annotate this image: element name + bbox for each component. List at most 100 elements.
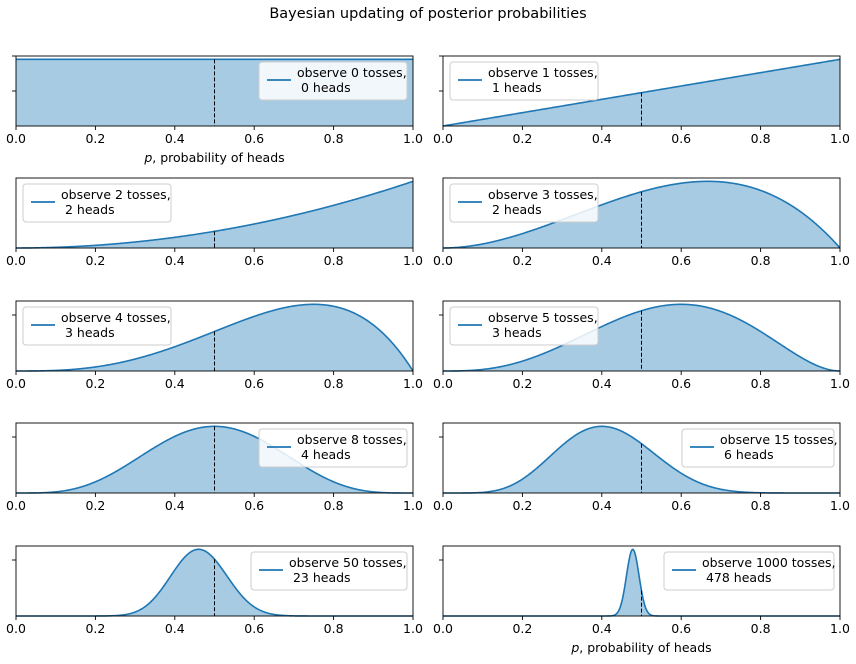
legend-label: 2 heads [488, 202, 542, 217]
x-tick-label: 0.8 [751, 498, 771, 513]
x-tick-label: 0.2 [85, 131, 105, 146]
legend: observe 50 tosses, 23 heads [250, 551, 408, 591]
x-tick-label: 0.8 [751, 621, 771, 636]
x-tick-label: 0.0 [433, 253, 453, 268]
x-axis-label: p, probability of heads [570, 640, 711, 655]
posterior-area [443, 549, 840, 616]
x-tick-label: 0.2 [85, 253, 105, 268]
x-tick-label: 0.2 [512, 131, 532, 146]
axes-frame [15, 545, 414, 617]
x-tick-label: 0.0 [433, 376, 453, 391]
subplot-grid: 0.0 0.2 0.4 0.6 0.8 1.0 p, probability of head… [6, 55, 850, 655]
legend-label: 4 heads [297, 447, 351, 462]
legend-label: observe 8 tosses, [297, 432, 407, 447]
axes-frame [15, 300, 414, 372]
legend-label: observe 1000 tosses, [702, 555, 836, 570]
x-tick-label: 0.2 [512, 498, 532, 513]
legend-label: 3 heads [488, 325, 542, 340]
x-tick-label: 0.4 [165, 131, 185, 146]
x-axis-label: p, probability of heads [143, 150, 284, 165]
legend-box [449, 61, 599, 101]
x-tick-label: 0.6 [244, 621, 264, 636]
x-tick-label: 0.6 [244, 131, 264, 146]
x-tick-label: 0.0 [6, 376, 26, 391]
x-tick-label: 0.0 [6, 621, 26, 636]
legend-box [250, 551, 408, 591]
legend-label: 23 heads [289, 570, 351, 585]
x-tick-label: 0.4 [165, 621, 185, 636]
legend: observe 1000 tosses, 478 heads [663, 551, 836, 591]
legend-label: 2 heads [61, 202, 115, 217]
x-tick-label: 0.4 [165, 498, 185, 513]
x-tick-label: 1.0 [830, 131, 850, 146]
legend-box [681, 428, 835, 468]
x-tick-label: 0.2 [85, 621, 105, 636]
axes-frame [15, 177, 414, 249]
x-tick-label: 0.8 [751, 131, 771, 146]
x-tick-label: 0.6 [671, 131, 691, 146]
posterior-area [16, 549, 413, 616]
x-tick-label: 0.6 [244, 376, 264, 391]
legend-label: observe 0 tosses, [297, 65, 407, 80]
subplot-2: 0.0 0.2 0.4 0.6 0.8 1.0 observe 1 tosses, 1 he… [433, 55, 850, 146]
axes-frame [442, 422, 841, 494]
x-tick-label: 0.2 [512, 621, 532, 636]
legend-box [449, 183, 599, 223]
axes-frame [15, 422, 414, 494]
x-tick-label: 0.6 [671, 621, 691, 636]
axes-frame [442, 300, 841, 372]
posterior-line [16, 180, 414, 249]
x-tick-label: 0.4 [165, 253, 185, 268]
x-tick-label: 0.8 [324, 376, 344, 391]
subplot-9: 0.0 0.2 0.4 0.6 0.8 1.0 observe 50 tosses, 23 … [6, 545, 423, 636]
subplot-10: 0.0 0.2 0.4 0.6 0.8 1.0 p, probability of head… [433, 545, 850, 655]
subplot-7: 0.0 0.2 0.4 0.6 0.8 1.0 observe 8 tosses, 4 he… [6, 422, 423, 513]
x-tick-label: 0.8 [324, 621, 344, 636]
x-tick-label: 0.4 [592, 498, 612, 513]
x-tick-label: 0.8 [751, 376, 771, 391]
legend: observe 1 tosses, 1 heads [449, 61, 599, 101]
legend-label: observe 5 tosses, [488, 310, 598, 325]
x-tick-label: 0.4 [592, 621, 612, 636]
legend-label: observe 15 tosses, [720, 432, 838, 447]
subplot-6: 0.0 0.2 0.4 0.6 0.8 1.0 observe 5 tosses, 3 he… [433, 300, 850, 391]
x-tick-label: 0.0 [6, 131, 26, 146]
legend: observe 0 tosses, 0 heads [258, 61, 408, 101]
legend: observe 8 tosses, 4 heads [258, 428, 408, 468]
x-tick-label: 0.2 [85, 376, 105, 391]
x-tick-label: 0.6 [244, 498, 264, 513]
x-tick-label: 0.6 [671, 498, 691, 513]
x-tick-label: 1.0 [403, 621, 423, 636]
legend-label: observe 1 tosses, [488, 65, 598, 80]
posterior-line [16, 425, 413, 494]
subplot-1: 0.0 0.2 0.4 0.6 0.8 1.0 p, probability of head… [6, 55, 423, 165]
x-tick-label: 1.0 [830, 253, 850, 268]
posterior-line [16, 303, 414, 372]
x-tick-label: 0.0 [6, 253, 26, 268]
legend: observe 3 tosses, 2 heads [449, 183, 599, 223]
x-tick-label: 0.0 [433, 621, 453, 636]
legend-box [22, 306, 172, 346]
x-tick-label: 0.4 [592, 253, 612, 268]
legend-label: 0 heads [297, 80, 351, 95]
x-tick-label: 0.8 [324, 498, 344, 513]
x-tick-label: 0.8 [324, 253, 344, 268]
x-tick-label: 0.0 [433, 131, 453, 146]
legend: observe 5 tosses, 3 heads [449, 306, 599, 346]
legend-label: 3 heads [61, 325, 115, 340]
x-tick-label: 0.4 [592, 131, 612, 146]
x-tick-label: 1.0 [403, 131, 423, 146]
x-tick-label: 0.2 [512, 376, 532, 391]
posterior-area [443, 181, 840, 248]
x-tick-label: 0.6 [244, 253, 264, 268]
x-tick-label: 1.0 [830, 376, 850, 391]
x-tick-label: 0.4 [165, 376, 185, 391]
legend-box [22, 183, 172, 223]
legend-box [258, 428, 408, 468]
x-tick-label: 1.0 [403, 376, 423, 391]
legend: observe 2 tosses, 2 heads [22, 183, 172, 223]
x-tick-label: 0.8 [324, 131, 344, 146]
legend-box [258, 61, 408, 101]
legend-label: observe 2 tosses, [61, 187, 171, 202]
